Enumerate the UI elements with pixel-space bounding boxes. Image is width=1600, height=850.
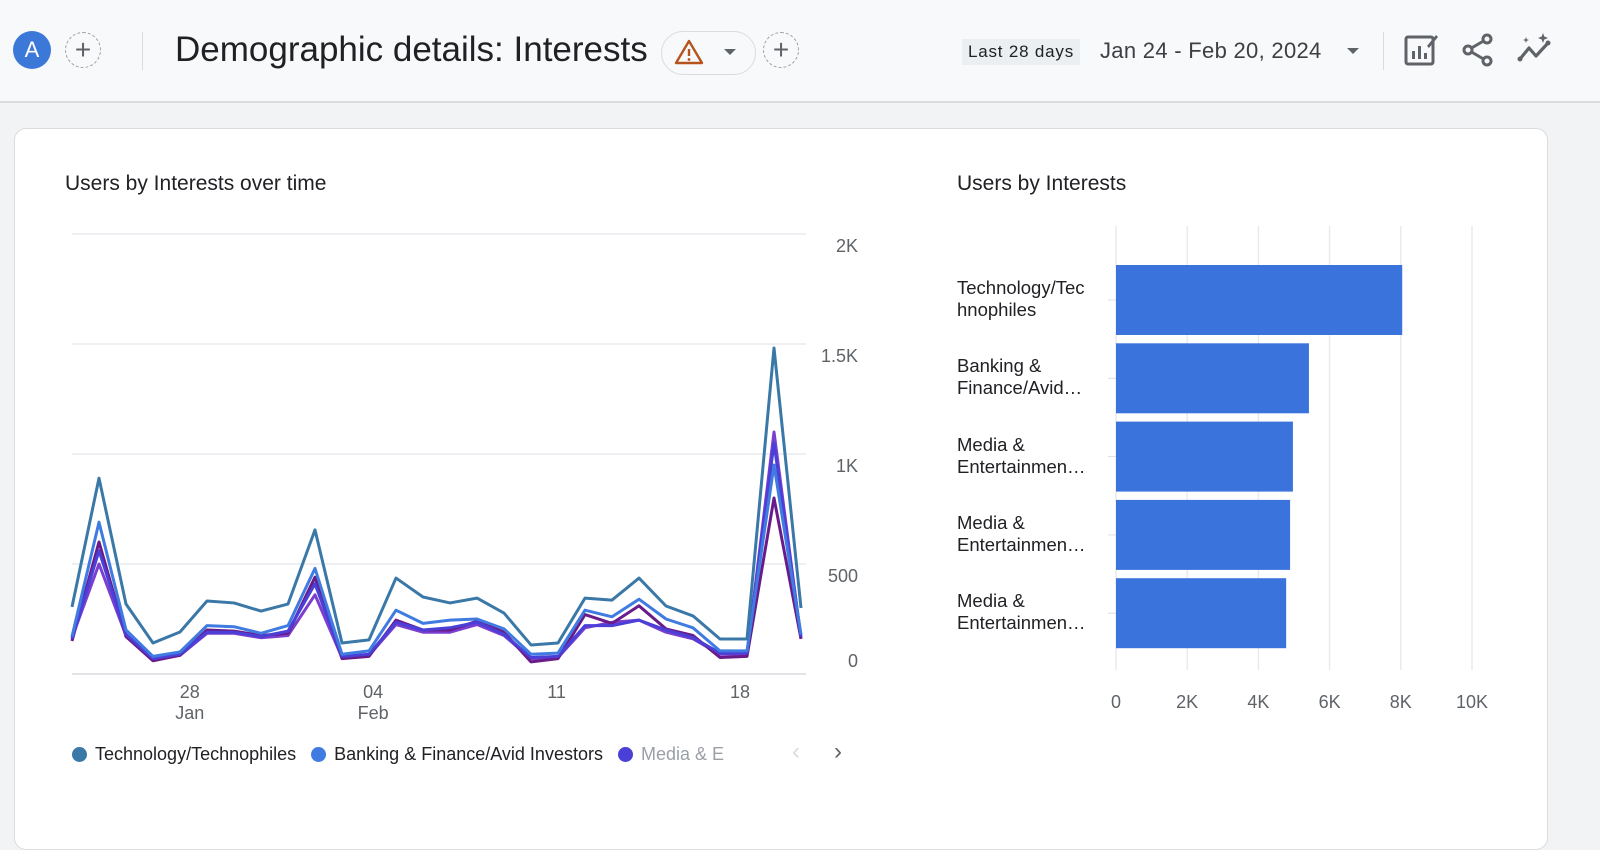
x-tick-label: 04 [363,682,383,702]
x-tick-label: 2K [1176,692,1198,712]
chevron-left-icon: ‹ [792,738,800,765]
bar-category-label: Media & Entertainmen… [957,434,1107,478]
bar-category-label-line: Technology/Tec [957,277,1085,298]
line-chart-title: Users by Interests over time [65,172,327,195]
series-line [70,346,803,647]
line-chart-legend: Technology/Technophiles Banking & Financ… [72,744,739,765]
date-range-picker[interactable]: Jan 24 - Feb 20, 2024 [1100,38,1322,63]
report-header: A + Demographic details: Interests + Las… [0,0,1600,103]
bar-category-label-line: Finance/Avid… [957,377,1083,399]
bar-category-label-line: Entertainmen… [957,455,1086,477]
bar [1116,343,1309,414]
warning-icon [674,39,704,65]
bar-category-label: Media & Entertainmen… [957,590,1107,634]
chevron-right-icon: › [834,738,842,765]
series-line [70,463,803,658]
divider [142,32,143,70]
y-tick-label: 1K [836,456,858,476]
legend-dot [617,747,633,762]
share-icon[interactable] [1460,32,1496,68]
x-tick-label: 11 [547,682,566,702]
bar-category-label-line: Entertainmen… [957,612,1086,634]
legend-label: Banking & Finance/Avid Investors [334,744,603,764]
date-range-chip[interactable]: Last 28 days [962,39,1080,65]
plus-icon: + [74,34,92,65]
bar-category-label-line: Media & [957,511,1025,533]
bar-category-label: Banking & Finance/Avid… [957,355,1107,399]
bar-category-label-line: Entertainmen… [957,533,1086,555]
chevron-down-icon [724,49,736,55]
x-tick-sublabel: Feb [358,703,389,723]
bar-category-label-line: Media & [957,590,1025,612]
insights-icon[interactable] [1517,32,1553,68]
bar [1116,578,1287,649]
bar-category-label-line: hnophiles [957,299,1037,320]
legend-prev-button[interactable]: ‹ [792,738,800,766]
legend-item[interactable]: Technology/Technophiles [72,744,296,765]
legend-item[interactable]: Banking & Finance/Avid Investors [311,744,603,765]
customize-report-icon[interactable] [1403,32,1439,68]
add-comparison-button[interactable]: + [65,32,101,68]
legend-label: Technology/Technophiles [95,744,297,764]
y-tick-label: 0 [848,651,858,671]
data-quality-dropdown[interactable] [661,31,756,75]
legend-dot [72,747,87,762]
avatar[interactable]: A [13,31,51,69]
x-tick-label: 10K [1456,692,1488,712]
chevron-down-icon[interactable] [1347,48,1359,54]
bar-chart: 0 2K 4K 6K 8K 10K [1108,226,1488,712]
y-tick-label: 500 [828,566,858,586]
add-filter-button[interactable]: + [763,32,799,68]
legend-next-button[interactable]: › [834,738,842,766]
x-tick-sublabel: Jan [175,703,204,723]
x-tick-label: 6K [1319,692,1341,712]
x-tick-label: 8K [1390,692,1412,712]
bar-chart-title: Users by Interests [957,172,1127,195]
bar-category-label: Technology/Tec hnophiles [957,277,1107,321]
bar-category-label-line: Media & [957,433,1025,455]
x-tick-label: 28 [180,682,200,702]
bar [1116,421,1293,492]
bar [1116,499,1291,570]
legend-item[interactable]: Media & E [617,744,725,765]
bar [1116,265,1403,335]
series-line [70,441,803,661]
legend-label: Media & E [640,744,725,764]
divider [1383,32,1384,70]
page-title: Demographic details: Interests [175,30,648,69]
bar-category-label: Media & Entertainmen… [957,512,1107,556]
y-tick-label: 1.5K [821,346,858,366]
legend-dot [311,747,327,762]
plus-icon: + [772,34,790,65]
x-tick-label: 18 [730,682,750,702]
bar-category-label-line: Banking & [957,355,1042,377]
y-tick-label: 2K [836,236,858,256]
x-tick-label: 4K [1247,692,1269,712]
x-tick-label: 0 [1111,692,1121,712]
